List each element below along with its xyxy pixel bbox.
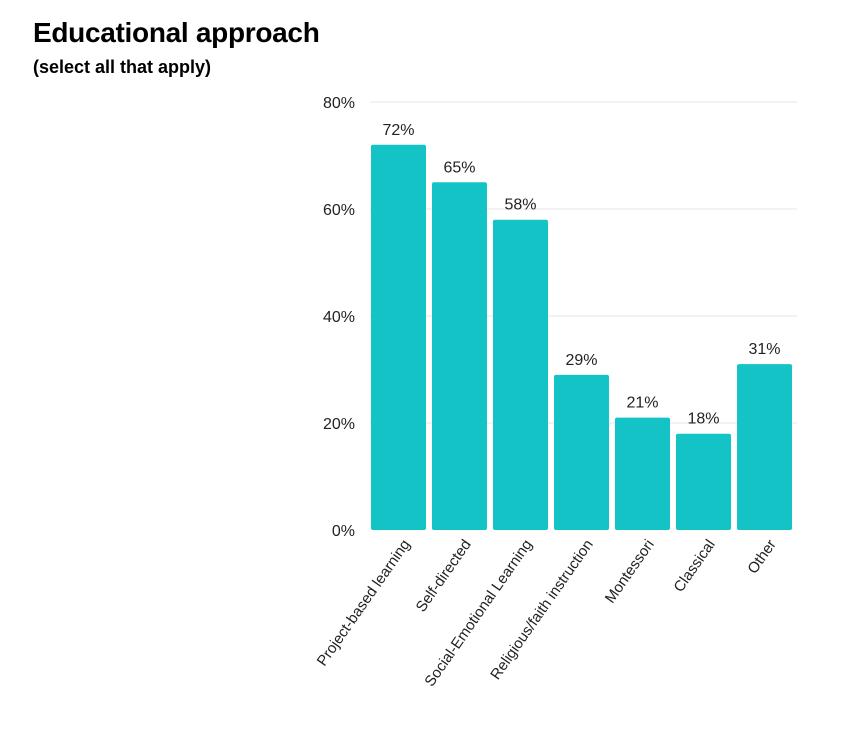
- x-category-label: Classical: [670, 537, 718, 596]
- data-label: 31%: [748, 341, 780, 358]
- data-label: 65%: [443, 159, 475, 176]
- chart-title: Educational approach: [33, 17, 320, 48]
- x-category-label: Social-Emotional Learning: [421, 537, 535, 690]
- x-category-label: Montessori: [602, 537, 658, 607]
- bar: [737, 364, 792, 530]
- bars: [371, 144, 792, 531]
- bar: [432, 182, 487, 530]
- bar: [371, 144, 426, 531]
- bar: [676, 433, 731, 530]
- y-tick-label: 0%: [332, 523, 355, 540]
- data-label: 58%: [504, 197, 536, 214]
- data-label: 21%: [626, 395, 658, 412]
- data-label: 72%: [382, 122, 414, 139]
- x-category-label: Religious/faith instruction: [487, 537, 597, 683]
- data-labels: 72% 65% 58% 29% 21% 18% 31%: [382, 122, 780, 428]
- data-label: 18%: [687, 411, 719, 428]
- bar: [554, 374, 609, 530]
- y-tick-label: 40%: [323, 309, 355, 326]
- y-tick-label: 80%: [323, 95, 355, 112]
- y-axis-ticks: 0% 20% 40% 60% 80%: [323, 95, 355, 540]
- x-category-label: Project-based learning: [314, 537, 414, 670]
- x-axis-categories: Project-based learningSelf-directedSocia…: [314, 537, 780, 690]
- y-tick-label: 60%: [323, 202, 355, 219]
- y-tick-label: 20%: [323, 416, 355, 433]
- bar: [615, 417, 670, 530]
- chart-subtitle: (select all that apply): [33, 57, 212, 77]
- data-label: 29%: [565, 352, 597, 369]
- bar: [493, 219, 548, 530]
- x-category-label: Self-directed: [413, 537, 475, 616]
- x-category-label: Other: [744, 537, 779, 577]
